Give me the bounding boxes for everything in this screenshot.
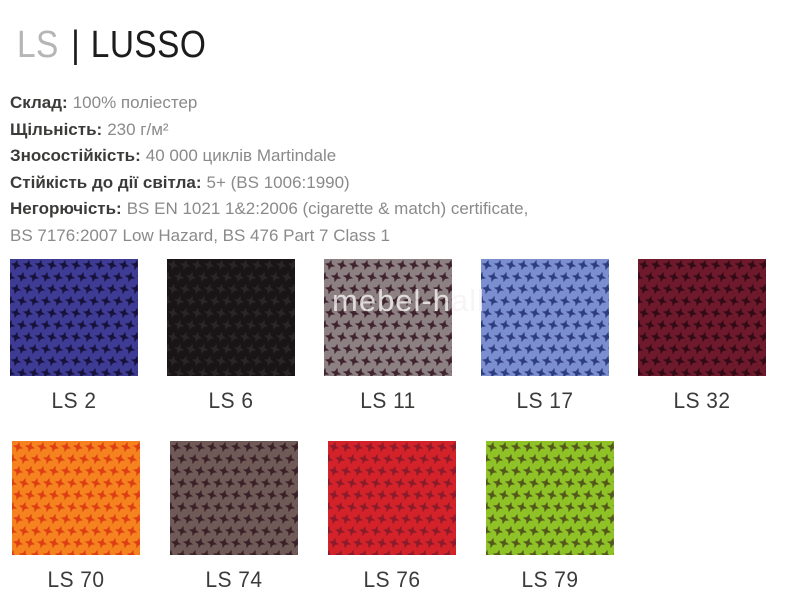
spec-value: 230 г/м² bbox=[107, 119, 169, 139]
swatch-row-2: LS 70 LS 74 LS 76 LS 79 bbox=[12, 441, 614, 593]
swatch-code-label: LS 79 bbox=[521, 567, 579, 592]
fabric-swatch-cell: LS 74 bbox=[170, 441, 298, 593]
collection-name: LUSSO bbox=[90, 24, 207, 66]
title-divider: | bbox=[71, 24, 81, 66]
fabric-swatch-image bbox=[10, 259, 138, 376]
fabric-swatch-image bbox=[638, 259, 766, 376]
fabric-swatch-image bbox=[12, 441, 140, 555]
spec-value: 40 000 циклів Martindale bbox=[145, 146, 337, 165]
page-title: LS | LUSSO bbox=[17, 24, 206, 66]
swatch-code-label: LS 6 bbox=[208, 388, 254, 413]
swatch-code-label: LS 17 bbox=[516, 388, 574, 413]
spec-line: Стійкість до дії світла: 5+ (BS 1006:1990… bbox=[10, 170, 528, 197]
swatch-code-label: LS 74 bbox=[205, 567, 263, 592]
spec-value: 5+ (BS 1006:1990) bbox=[206, 172, 350, 192]
collection-code: LS bbox=[17, 24, 59, 66]
swatch-code-label: LS 2 bbox=[51, 388, 97, 413]
fabric-swatch-cell: LS 2 bbox=[10, 259, 138, 414]
fabric-swatch-image bbox=[167, 259, 295, 376]
spec-value: BS 7176:2007 Low Hazard, BS 476 Part 7 C… bbox=[10, 225, 390, 245]
spec-label: Щільність: bbox=[10, 119, 103, 139]
swatch-code-label: LS 11 bbox=[360, 388, 416, 413]
fabric-swatch-image bbox=[170, 441, 298, 555]
spec-label: Зносостійкість: bbox=[10, 146, 141, 165]
spec-value: BS EN 1021 1&2:2006 (cigarette & match) … bbox=[126, 199, 529, 218]
spec-line: BS 7176:2007 Low Hazard, BS 476 Part 7 C… bbox=[10, 223, 528, 250]
spec-line: Склад: 100% поліестер bbox=[10, 90, 528, 117]
swatch-code-label: LS 32 bbox=[673, 388, 731, 413]
spec-line: Зносостійкість: 40 000 циклів Martindale bbox=[10, 143, 528, 170]
spec-line: Негорючість: BS EN 1021 1&2:2006 (cigaret… bbox=[10, 196, 528, 223]
fabric-swatch-cell: LS 11 bbox=[324, 259, 452, 414]
swatch-row-1: LS 2 LS 6 LS 11 LS 17 LS 32 bbox=[10, 259, 766, 414]
fabric-swatch-cell: LS 17 bbox=[481, 259, 609, 414]
fabric-swatch-cell: LS 79 bbox=[486, 441, 614, 593]
fabric-swatch-image bbox=[328, 441, 456, 555]
spec-label: Негорючість: bbox=[10, 199, 122, 218]
swatch-code-label: LS 70 bbox=[47, 567, 105, 592]
spec-value: 100% поліестер bbox=[72, 93, 198, 112]
spec-label: Стійкість до дії світла: bbox=[10, 172, 202, 192]
specs-list: Склад: 100% поліестер Щільність: 230 г/м² Зн… bbox=[10, 90, 528, 249]
fabric-swatch-image bbox=[481, 259, 609, 376]
fabric-swatch-cell: LS 32 bbox=[638, 259, 766, 414]
spec-label: Склад: bbox=[10, 93, 68, 112]
fabric-swatch-cell: LS 70 bbox=[12, 441, 140, 593]
fabric-swatch-image bbox=[486, 441, 614, 555]
fabric-swatch-image bbox=[324, 259, 452, 376]
fabric-swatch-cell: LS 76 bbox=[328, 441, 456, 593]
spec-line: Щільність: 230 г/м² bbox=[10, 117, 528, 144]
fabric-swatch-cell: LS 6 bbox=[167, 259, 295, 414]
swatch-code-label: LS 76 bbox=[363, 567, 421, 592]
